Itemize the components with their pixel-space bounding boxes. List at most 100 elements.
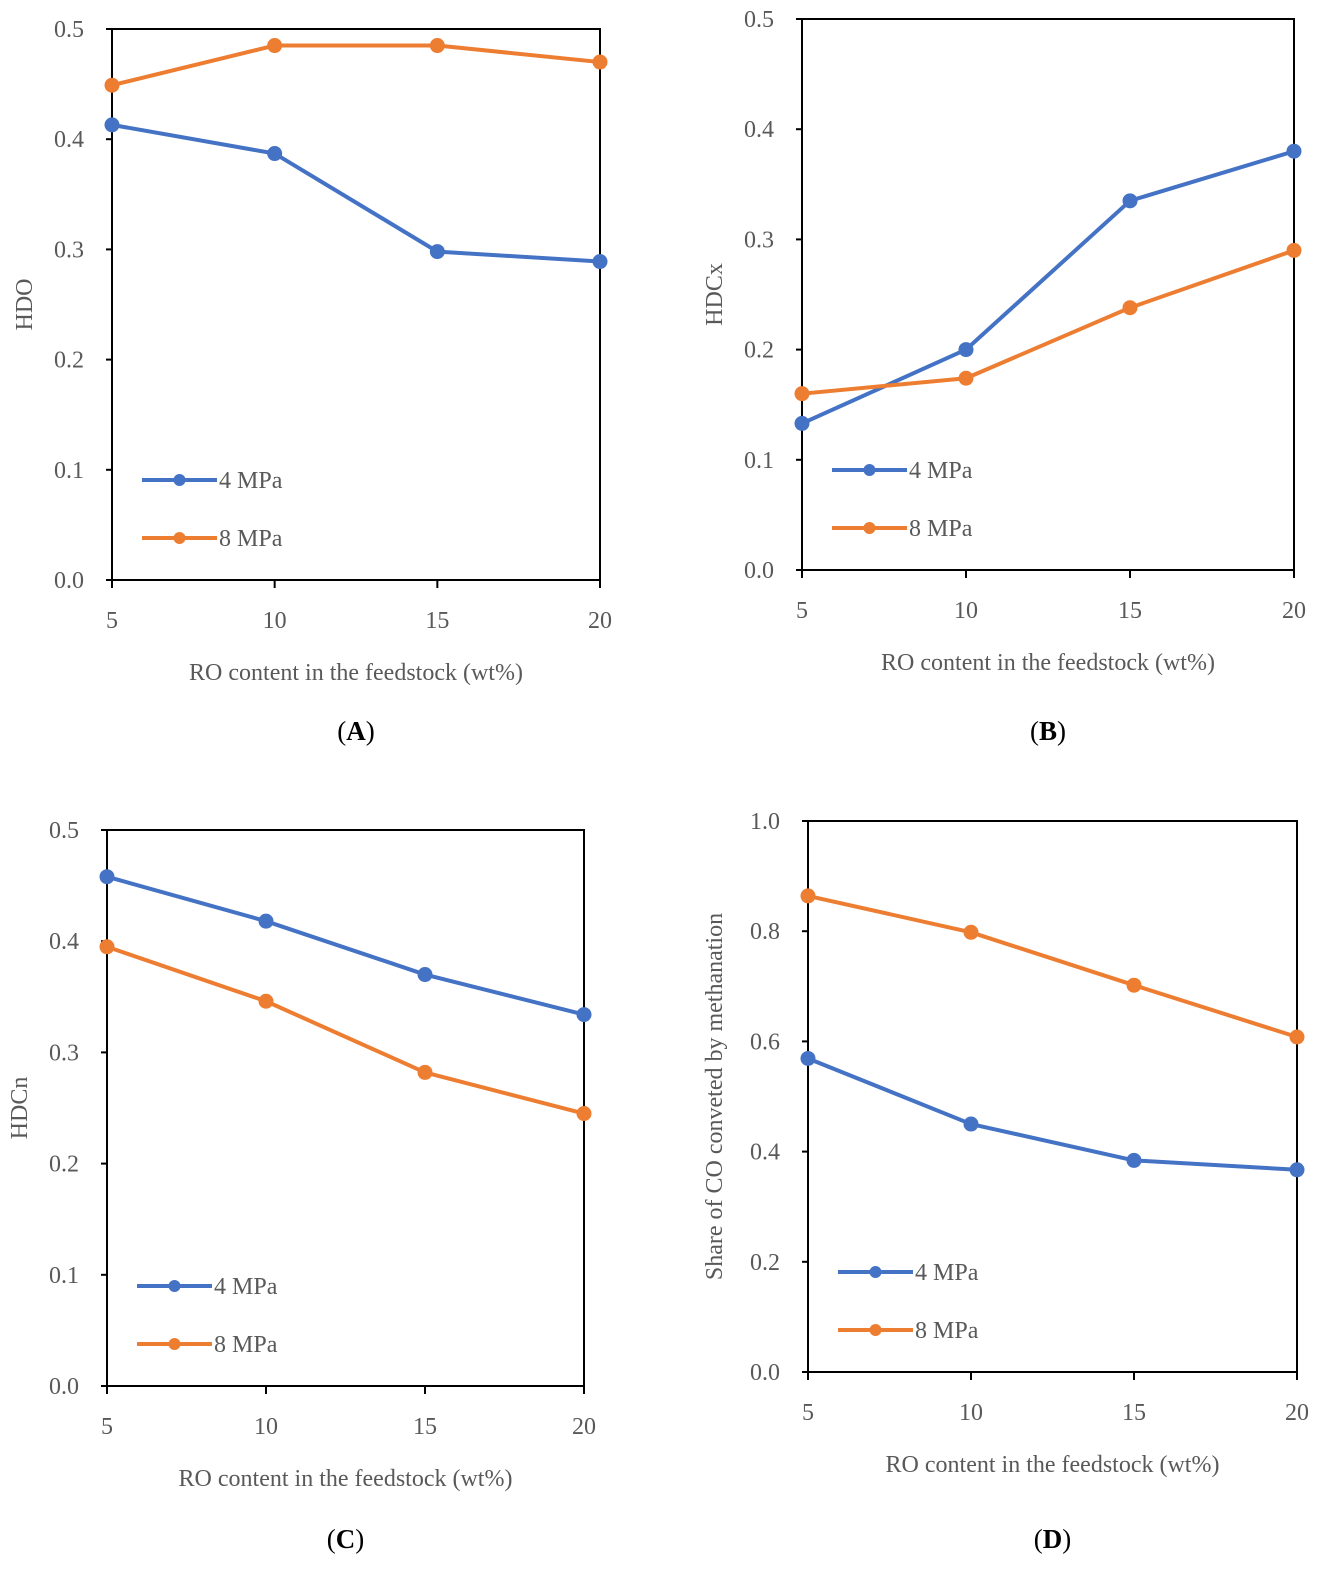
y-tick-label: 0.0 xyxy=(49,1374,79,1400)
y-tick-label: 0.4 xyxy=(49,929,79,955)
y-axis-title: HDCx xyxy=(702,263,728,326)
y-tick-label: 0.5 xyxy=(49,818,79,844)
data-point xyxy=(1126,977,1142,993)
data-point xyxy=(1289,1029,1305,1045)
plot-frame xyxy=(106,829,585,1387)
legend-label: 8 MPa xyxy=(219,526,283,552)
data-point xyxy=(417,1064,433,1080)
series-line xyxy=(106,874,585,1017)
legend-label: 8 MPa xyxy=(915,1318,979,1344)
data-point xyxy=(267,146,283,162)
data-point xyxy=(1286,143,1302,159)
series-line xyxy=(807,1056,1298,1172)
data-point xyxy=(104,117,120,133)
data-point xyxy=(429,244,445,260)
x-tick-label: 15 xyxy=(425,608,449,634)
series-line xyxy=(111,43,601,88)
x-axis-title: RO content in the feedstock (wt%) xyxy=(189,660,523,686)
data-point xyxy=(963,924,979,940)
chart-panel-b: 0.0 0.1 0.2 0.3 0.4 0.5 5 10 15 20 RO content in t… xyxy=(702,7,1306,746)
data-point xyxy=(576,1007,592,1023)
series-line xyxy=(111,122,601,264)
x-tick-label: 20 xyxy=(1285,1400,1309,1426)
x-tick-label: 20 xyxy=(572,1414,596,1440)
y-axis-title: HDCn xyxy=(7,1077,33,1140)
data-point xyxy=(99,939,115,955)
legend-marker xyxy=(168,1280,181,1292)
legend-marker xyxy=(173,474,186,486)
data-point xyxy=(794,415,810,431)
data-point xyxy=(267,38,283,54)
x-tick-label: 20 xyxy=(588,608,612,634)
legend-label: 8 MPa xyxy=(909,516,973,542)
panel-label: (B) xyxy=(1030,716,1066,746)
x-tick-label: 5 xyxy=(796,598,808,624)
series-line xyxy=(106,944,585,1116)
data-point xyxy=(258,993,274,1009)
y-tick-label: 0.6 xyxy=(750,1029,780,1055)
x-tick-label: 10 xyxy=(954,598,978,624)
data-point xyxy=(429,38,445,54)
y-tick-label: 0.2 xyxy=(49,1152,79,1178)
data-point xyxy=(1122,300,1138,316)
x-tick-label: 15 xyxy=(413,1414,437,1440)
data-point xyxy=(1286,242,1302,258)
y-tick-label: 0.3 xyxy=(49,1040,79,1066)
y-tick-label: 0.2 xyxy=(744,338,774,364)
legend-marker xyxy=(869,1266,882,1278)
y-tick-label: 0.0 xyxy=(744,558,774,584)
data-point xyxy=(800,1050,816,1066)
data-point xyxy=(99,869,115,885)
panel-label: (A) xyxy=(337,716,375,746)
chart-panel-c: 0.0 0.1 0.2 0.3 0.4 0.5 5 10 15 20 RO content in t… xyxy=(7,818,596,1554)
plot-frame xyxy=(807,820,1298,1373)
y-tick-label: 0.0 xyxy=(750,1360,780,1386)
x-tick-label: 15 xyxy=(1122,1400,1146,1426)
y-tick-label: 0.1 xyxy=(54,458,84,484)
legend-label: 4 MPa xyxy=(214,1274,278,1300)
y-tick-label: 0.4 xyxy=(750,1140,780,1166)
x-tick-label: 5 xyxy=(101,1414,113,1440)
data-point xyxy=(958,342,974,358)
panel-label: (D) xyxy=(1034,1524,1072,1554)
x-tick-label: 10 xyxy=(254,1414,278,1440)
chart-panel-d: 0.0 0.2 0.4 0.6 0.8 1.0 5 10 15 20 RO content in t… xyxy=(702,809,1309,1554)
series-line xyxy=(801,248,1295,396)
y-tick-label: 0.0 xyxy=(54,568,84,594)
y-tick-label: 0.5 xyxy=(744,7,774,33)
plot-frame xyxy=(801,18,1295,571)
data-point xyxy=(417,967,433,983)
data-point xyxy=(958,370,974,386)
data-point xyxy=(104,77,120,93)
x-tick-label: 10 xyxy=(959,1400,983,1426)
plot-frame xyxy=(111,28,601,581)
legend-label: 4 MPa xyxy=(915,1260,979,1286)
x-axis-title: RO content in the feedstock (wt%) xyxy=(886,1452,1220,1478)
x-tick-label: 5 xyxy=(106,608,118,634)
panel-label: (C) xyxy=(327,1524,365,1554)
y-tick-label: 0.3 xyxy=(54,237,84,263)
x-axis-title: RO content in the feedstock (wt%) xyxy=(881,650,1215,676)
data-point xyxy=(1289,1162,1305,1178)
legend-marker xyxy=(863,522,876,534)
data-point xyxy=(794,386,810,402)
data-point xyxy=(963,1116,979,1132)
series-line xyxy=(801,149,1295,426)
x-axis-title: RO content in the feedstock (wt%) xyxy=(179,1466,513,1492)
y-tick-label: 0.2 xyxy=(54,348,84,374)
legend-marker xyxy=(168,1338,181,1350)
y-tick-label: 0.2 xyxy=(750,1250,780,1276)
y-axis-title: Share of CO conveted by methanation xyxy=(702,913,728,1280)
x-tick-label: 10 xyxy=(263,608,287,634)
legend-marker xyxy=(173,532,186,544)
legend-marker xyxy=(863,464,876,476)
data-point xyxy=(592,254,608,270)
y-tick-label: 0.1 xyxy=(744,448,774,474)
legend-label: 4 MPa xyxy=(909,458,973,484)
legend-marker xyxy=(869,1324,882,1336)
y-axis-title: HDO xyxy=(12,279,38,331)
data-point xyxy=(800,888,816,904)
data-point xyxy=(1126,1152,1142,1168)
chart-panel-a: 0.0 0.1 0.2 0.3 0.4 0.5 5 10 15 20 RO content in t… xyxy=(12,17,612,746)
